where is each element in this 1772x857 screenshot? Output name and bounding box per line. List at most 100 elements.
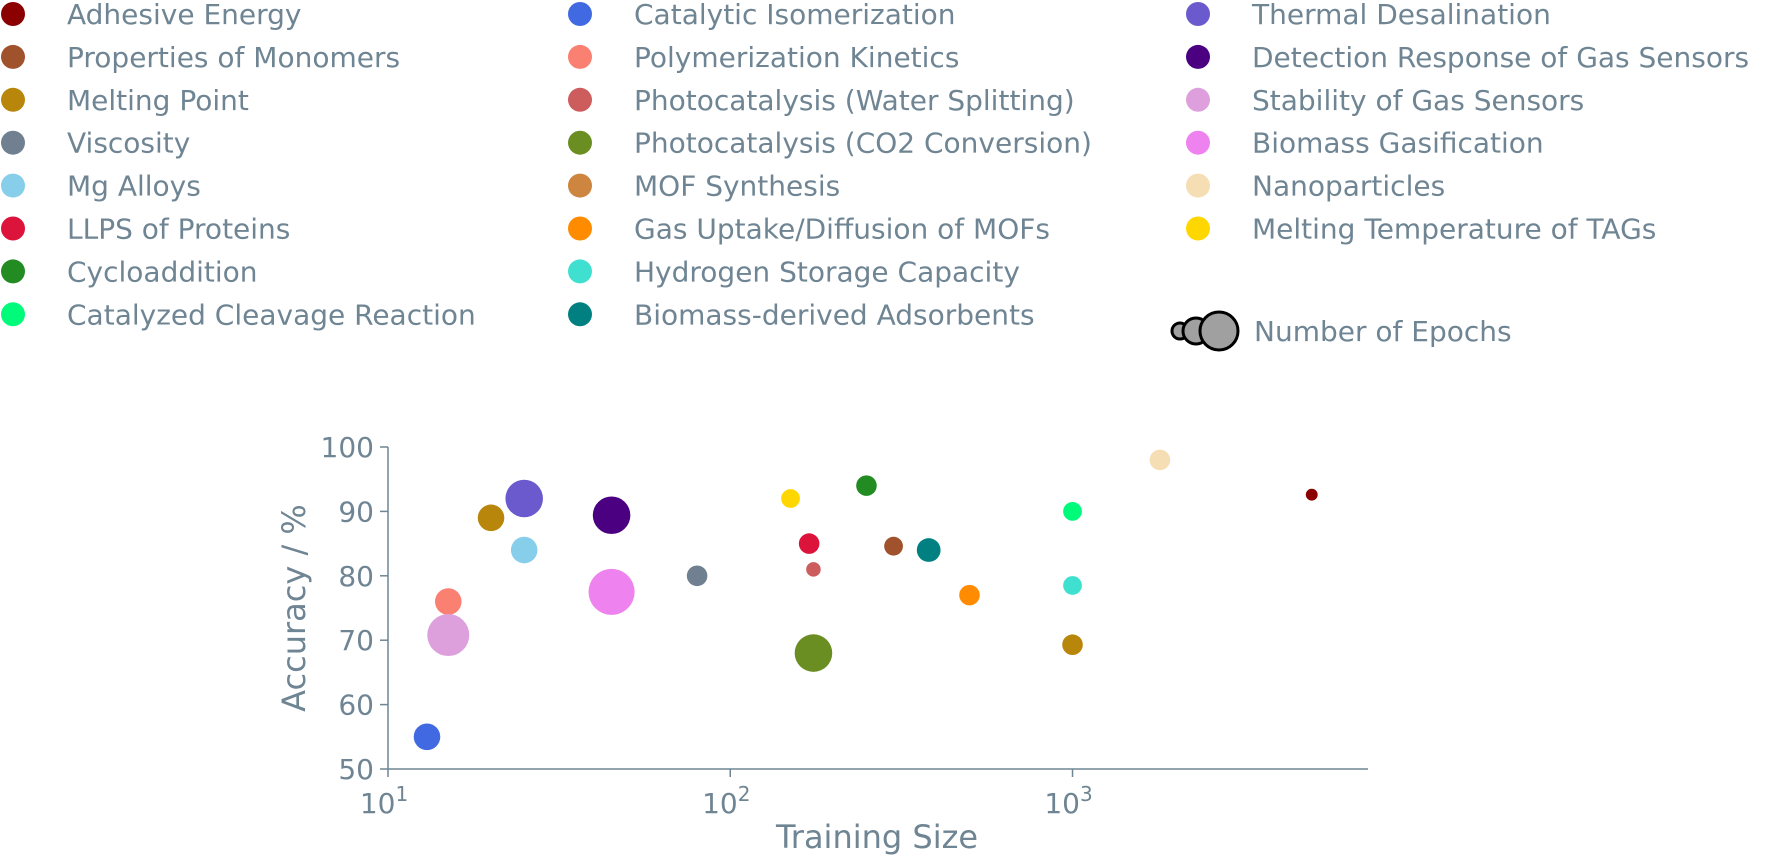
size-legend-label: Number of Epochs [1254,315,1512,348]
legend-item-polymerization-kinetics: Polymerization Kinetics [568,41,959,74]
legend-item-viscosity: Viscosity [1,127,190,160]
legend-marker [1,87,25,112]
legend-item-melting-point: Melting Point [1,84,249,117]
data-point-adhesive-energy [1305,488,1318,501]
legend-label: Melting Temperature of TAGs [1252,213,1656,246]
legend-marker [1186,130,1210,155]
legend-label: Photocatalysis (Water Splitting) [634,84,1075,117]
legend-marker [1,302,25,327]
y-tick-label: 50 [338,753,374,786]
legend-item-properties-of-monomers: Properties of Monomers [1,41,400,74]
legend-label: Cycloaddition [67,255,258,288]
legend-label: Photocatalysis (CO2 Conversion) [634,127,1092,160]
legend-marker [1,130,25,155]
legend-label: Hydrogen Storage Capacity [634,255,1020,288]
legend-item-biomass-derived-adsorbents: Biomass-derived Adsorbents [568,298,1035,331]
legend-label: Adhesive Energy [67,0,302,31]
legend-label: Thermal Desalination [1251,0,1551,31]
x-tick-label: 102 [702,782,750,820]
legend-marker [568,173,592,198]
legend-label: Properties of Monomers [67,41,400,74]
data-point-stability-of-gas-sensors [427,614,470,657]
legend-item-llps-of-proteins: LLPS of Proteins [1,213,290,246]
legend-item-hydrogen-storage-capacity: Hydrogen Storage Capacity [568,255,1020,288]
legend-label: Nanoparticles [1252,170,1445,203]
data-point-catalytic-isomerization [413,723,441,751]
x-axis-label: Training Size [775,818,978,856]
legend-item-adhesive-energy: Adhesive Energy [1,0,302,31]
legend-item-thermal-desalination: Thermal Desalination [1186,0,1551,31]
legend-item-catalyzed-cleavage-reaction: Catalyzed Cleavage Reaction [1,298,476,331]
legend-item-mof-synthesis: MOF Synthesis [568,170,840,203]
data-points [413,449,1318,751]
data-point-llps-of-proteins [798,533,820,554]
data-point-detection-response-of-gas-sensors [592,496,631,535]
data-point-polymerization-kinetics [434,588,462,615]
legend-marker [1,44,25,69]
legend-item-photocatalysis-water-splitting: Photocatalysis (Water Splitting) [568,84,1075,117]
legend-marker [568,87,592,112]
data-point-gas-uptake-diffusion-of-mofs [959,584,980,606]
legend-label: Polymerization Kinetics [634,41,959,74]
legend-item-mg-alloys: Mg Alloys [1,170,201,203]
legend-label: Catalyzed Cleavage Reaction [67,298,476,331]
legend-label: LLPS of Proteins [67,213,290,246]
data-point-biomass-gasification [588,568,635,615]
x-tick-label: 103 [1044,782,1092,820]
data-point-properties-of-monomers [884,536,903,556]
legend-label: Stability of Gas Sensors [1252,84,1584,117]
legend-marker [568,130,592,155]
legend-marker [1186,44,1210,69]
y-tick-label: 100 [321,431,374,464]
data-point-biomass-derived-adsorbents [916,538,941,562]
y-axis-label: Accuracy / % [275,504,313,712]
legend-marker [1,2,25,26]
legend-marker [1186,173,1210,198]
legend-label: Biomass-derived Adsorbents [634,298,1035,331]
data-point-catalyzed-cleavage-reaction [1063,502,1082,521]
y-tick-label: 80 [338,560,374,593]
legend-marker [1186,2,1210,26]
y-tick-label: 90 [338,495,374,528]
legend-label: Detection Response of Gas Sensors [1252,41,1749,74]
legend-item-melting-temperature-of-tags: Melting Temperature of TAGs [1186,213,1656,246]
legend-item-cycloaddition: Cycloaddition [1,255,258,288]
legend-marker [568,302,592,327]
data-point-photocatalysis-water-splitting [806,562,821,577]
x-ticks: 101 102 103 [360,769,1093,820]
size-legend-large-marker [1198,310,1240,352]
y-tick-label: 70 [338,624,374,657]
legend-item-stability-of-gas-sensors: Stability of Gas Sensors [1186,84,1584,117]
legend-marker [568,216,592,241]
data-point-viscosity [686,565,708,587]
legend-marker [568,2,592,26]
legend-item-nanoparticles: Nanoparticles [1186,170,1445,203]
legend-marker [1,259,25,284]
y-tick-label: 60 [338,689,374,722]
legend-label: MOF Synthesis [634,170,840,203]
size-legend: Number of Epochs [1170,310,1512,352]
legend-label: Melting Point [67,84,249,117]
data-point-hydrogen-storage-capacity [1063,576,1082,595]
legend-marker [568,44,592,69]
legend-item-detection-response-of-gas-sensors: Detection Response of Gas Sensors [1186,41,1749,74]
data-point-melting-point [477,504,505,532]
legend-item-catalytic-isomerization: Catalytic Isomerization [568,0,956,31]
legend-marker [1,216,25,241]
legend-label: Catalytic Isomerization [634,0,956,31]
legend-marker [1186,87,1210,112]
legend-item-biomass-gasification: Biomass Gasification [1186,127,1544,160]
data-point-melting-point [1062,634,1083,655]
legend-item-gas-uptake-diffusion-of-mofs: Gas Uptake/Diffusion of MOFs [568,213,1050,246]
data-point-photocatalysis-co2-conversion [794,634,833,672]
data-point-thermal-desalination [505,479,543,518]
data-point-mg-alloys [510,536,538,564]
axes: 50 60 70 80 90 100 101 102 103 Training Size Ac… [275,431,1368,856]
legend-label: Viscosity [67,127,190,160]
legend-item-photocatalysis-co2-conversion: Photocatalysis (CO2 Conversion) [568,127,1092,160]
legend-marker [568,259,592,284]
legend-label: Mg Alloys [67,170,201,203]
legend: Adhesive Energy Properties of Monomers Mel… [1,0,1749,331]
data-point-cycloaddition [856,475,877,496]
